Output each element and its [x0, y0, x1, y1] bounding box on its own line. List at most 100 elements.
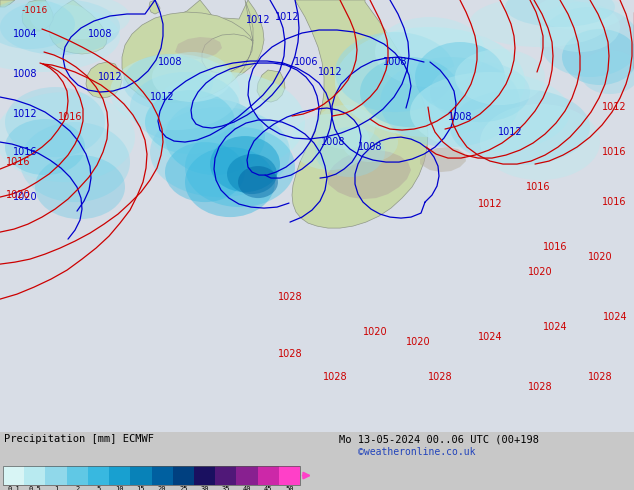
Polygon shape	[145, 0, 222, 75]
Polygon shape	[175, 37, 222, 59]
Bar	[88, 466, 109, 485]
Text: 1016: 1016	[58, 112, 82, 122]
Text: 1020: 1020	[13, 192, 37, 202]
Ellipse shape	[0, 0, 120, 55]
Ellipse shape	[360, 57, 460, 127]
Ellipse shape	[123, 54, 213, 110]
Text: -1016: -1016	[22, 5, 48, 15]
Text: 30: 30	[200, 486, 209, 490]
Polygon shape	[22, 0, 53, 31]
Text: 20: 20	[158, 486, 166, 490]
Text: 0.5: 0.5	[29, 486, 41, 490]
Bar	[46, 466, 67, 485]
Bar	[24, 466, 46, 485]
Text: 25: 25	[179, 486, 188, 490]
Text: ©weatheronline.co.uk: ©weatheronline.co.uk	[358, 447, 476, 457]
Ellipse shape	[5, 87, 105, 157]
Text: 1008: 1008	[383, 57, 407, 67]
Ellipse shape	[145, 90, 235, 154]
Bar	[152, 466, 172, 485]
Text: 1008: 1008	[321, 137, 346, 147]
Ellipse shape	[335, 32, 455, 112]
Text: 1012: 1012	[246, 15, 270, 25]
Bar	[215, 466, 236, 485]
Text: 1016: 1016	[602, 197, 626, 207]
Ellipse shape	[290, 114, 370, 170]
Text: 1020: 1020	[6, 190, 30, 200]
Text: 10: 10	[115, 486, 124, 490]
Bar	[279, 466, 300, 485]
Ellipse shape	[470, 0, 610, 47]
Text: 1012: 1012	[13, 109, 37, 119]
Text: 1012: 1012	[318, 67, 342, 77]
Polygon shape	[292, 0, 428, 228]
Bar	[172, 466, 194, 485]
Ellipse shape	[35, 155, 125, 219]
Text: 1008: 1008	[87, 29, 112, 39]
Polygon shape	[171, 0, 264, 83]
Bar	[3, 466, 24, 485]
Ellipse shape	[580, 50, 634, 94]
Bar	[194, 466, 215, 485]
Ellipse shape	[342, 122, 398, 162]
Ellipse shape	[450, 89, 590, 165]
Text: 1016: 1016	[526, 182, 550, 192]
Ellipse shape	[0, 2, 120, 72]
Text: 1012: 1012	[602, 102, 626, 112]
Text: 1008: 1008	[158, 57, 182, 67]
Text: 1024: 1024	[477, 332, 502, 342]
Ellipse shape	[20, 122, 130, 202]
Ellipse shape	[315, 105, 375, 149]
Ellipse shape	[505, 0, 615, 27]
Ellipse shape	[540, 2, 620, 52]
Ellipse shape	[145, 72, 305, 172]
Polygon shape	[328, 150, 411, 199]
Ellipse shape	[535, 0, 625, 30]
Text: 1004: 1004	[13, 29, 37, 39]
Text: 1006: 1006	[294, 57, 318, 67]
Text: 1016: 1016	[602, 147, 626, 157]
Bar	[257, 466, 279, 485]
Text: 1008: 1008	[358, 142, 382, 152]
Text: 1024: 1024	[603, 312, 627, 322]
Bar	[109, 466, 130, 485]
Ellipse shape	[335, 27, 525, 137]
Ellipse shape	[30, 0, 130, 39]
Text: 1020: 1020	[363, 327, 387, 337]
Ellipse shape	[0, 92, 135, 182]
Ellipse shape	[150, 107, 290, 197]
Text: 1012: 1012	[477, 199, 502, 209]
Text: 1016: 1016	[6, 157, 30, 167]
Ellipse shape	[430, 62, 530, 122]
Text: 35: 35	[221, 486, 230, 490]
Text: 15: 15	[137, 486, 145, 490]
Text: 1012: 1012	[498, 127, 522, 137]
Ellipse shape	[210, 136, 280, 192]
Ellipse shape	[480, 104, 600, 180]
Text: 1012: 1012	[150, 92, 174, 102]
Ellipse shape	[227, 154, 277, 194]
Text: 1016: 1016	[13, 147, 37, 157]
Polygon shape	[420, 147, 466, 172]
Ellipse shape	[130, 72, 240, 142]
Text: 50: 50	[285, 486, 294, 490]
Ellipse shape	[540, 7, 634, 77]
Text: 1016: 1016	[543, 242, 567, 252]
Bar	[236, 466, 257, 485]
Polygon shape	[49, 0, 107, 54]
Text: 1028: 1028	[588, 372, 612, 382]
Text: 1008: 1008	[13, 69, 37, 79]
Ellipse shape	[152, 52, 232, 102]
Ellipse shape	[415, 42, 505, 112]
Polygon shape	[122, 0, 253, 102]
Text: 1008: 1008	[448, 112, 472, 122]
Text: Mo 13-05-2024 00..06 UTC (00+198: Mo 13-05-2024 00..06 UTC (00+198	[339, 434, 539, 444]
Text: 1020: 1020	[527, 267, 552, 277]
Text: 1012: 1012	[275, 12, 299, 22]
Text: 45: 45	[264, 486, 273, 490]
Ellipse shape	[315, 127, 385, 177]
Ellipse shape	[0, 0, 75, 49]
Polygon shape	[149, 0, 160, 14]
Bar	[67, 466, 88, 485]
Ellipse shape	[375, 17, 485, 87]
